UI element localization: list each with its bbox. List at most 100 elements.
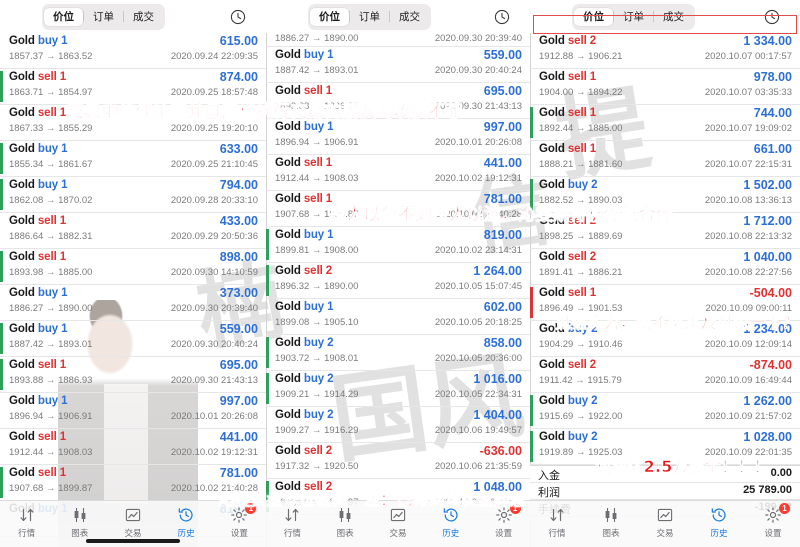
tab-deals[interactable]: 成交 [663,10,684,23]
table-row[interactable]: Gold sell 1 433.00 1886.64 → 1882.31 2020… [0,213,266,249]
table-row[interactable]: Gold sell 1 898.00 1893.98 → 1885.00 2020… [0,249,266,285]
table-row[interactable]: Gold buy 2 1 262.00 1915.69 → 1922.00 202… [530,393,800,429]
tab-price[interactable]: 价位 [574,7,613,26]
table-row[interactable]: Gold sell 1 441.00 1912.44 → 1908.03 2020… [266,155,530,191]
row-profit: 441.00 [219,430,258,444]
clock-icon[interactable] [230,9,246,25]
tab-price[interactable]: 价位 [44,7,83,26]
row-indicator-bar [0,467,3,498]
row-prices: 1886.64 → 1882.31 [9,231,93,242]
table-row[interactable]: Gold sell 2 -636.00 1917.32 → 1920.50 202… [266,443,530,479]
row-prices: 1919.89 → 1925.03 [539,447,623,458]
table-row[interactable]: Gold sell 1 695.00 1893.88 → 1886.93 2020… [0,357,266,393]
table-row[interactable]: Gold sell 1 781.00 1907.68 → 1899.87 2020… [266,191,530,227]
row-prices: 1917.32 → 1920.50 [275,461,359,472]
nav-item-历史[interactable]: 历史 [425,505,477,539]
table-row[interactable]: Gold buy 2 1 234.00 1904.29 → 1910.46 202… [530,321,800,357]
table-row[interactable]: Gold sell 1 781.00 1907.68 → 1899.87 2020… [0,465,266,501]
table-row[interactable]: Gold buy 2 858.00 1903.72 → 1908.01 2020.… [266,335,530,371]
table-row[interactable]: Gold sell 1 661.00 1888.21 → 1881.60 2020… [530,141,800,177]
nav-item-图表[interactable]: 图表 [54,505,106,539]
summary-row: 利润 25 789.00 [530,483,800,500]
nav-item-label: 设置 [764,528,782,538]
bottom-nav-1[interactable]: 行情 图表 交易 历史 设置 1 [0,500,266,547]
nav-item-交易[interactable]: 交易 [372,505,424,539]
clock-icon[interactable] [764,9,780,25]
bottom-nav-3[interactable]: 行情 图表 交易 历史 设置 1 [530,500,800,547]
table-row[interactable]: Gold buy 2 1 502.00 1882.52 → 1890.03 202… [530,177,800,213]
notification-badge: 1 [245,503,257,514]
nav-item-行情[interactable]: 行情 [266,505,318,539]
gear-icon [747,505,799,525]
deal-list-1[interactable]: Gold buy 1 615.00 1857.37 → 1863.52 2020.… [0,33,266,537]
nav-item-行情[interactable]: 行情 [1,505,53,539]
row-timestamp: 2020.10.07 03:35:33 [704,87,792,98]
table-row[interactable]: Gold sell 2 -874.00 1911.42 → 1915.79 202… [530,357,800,393]
table-row[interactable]: Gold buy 1 997.00 1896.94 → 1906.91 2020.… [266,119,530,155]
nav-item-设置[interactable]: 设置 1 [478,503,530,539]
nav-item-历史[interactable]: 历史 [693,505,745,539]
row-prices: 1862.08 → 1870.02 [9,195,93,206]
segmented-control[interactable]: 价位 订单 成交 [42,3,165,30]
row-prices: 1855.34 → 1861.67 [9,159,93,170]
deal-list-2[interactable]: Gold buy 1 559.00 1887.42 → 1893.01 2020.… [266,47,530,515]
bottom-nav-2[interactable]: 行情 图表 交易 历史 设置 1 [266,500,530,547]
nav-item-历史[interactable]: 历史 [160,505,212,539]
nav-item-设置[interactable]: 设置 1 [747,503,799,539]
segmented-control[interactable]: 价位 订单 成交 [308,3,431,30]
table-row[interactable]: Gold buy 2 1 016.00 1909.21 → 1914.29 202… [266,371,530,407]
table-row[interactable]: Gold sell 1 874.00 1863.71 → 1854.97 2020… [0,69,266,105]
table-row[interactable]: Gold sell 2 1 264.00 1896.32 → 1890.00 20… [266,263,530,299]
row-indicator-bar [0,35,3,66]
tab-price[interactable]: 价位 [310,7,349,26]
row-profit: 602.00 [483,300,522,314]
table-row[interactable]: Gold sell 1 695.00 1893.88 → 1886.93 2020… [266,83,530,119]
tab-orders[interactable]: 订单 [93,10,114,23]
row-prices: 1907.68 → 1899.87 [275,209,359,220]
table-row[interactable]: Gold sell 1 978.00 1904.00 → 1894.22 2020… [530,69,800,105]
table-row[interactable]: Gold buy 1 615.00 1857.37 → 1863.52 2020.… [0,33,266,69]
nav-item-设置[interactable]: 设置 1 [213,503,265,539]
nav-item-行情[interactable]: 行情 [531,505,583,539]
table-row[interactable]: Gold sell 2 1 040.00 1891.41 → 1886.21 20… [530,249,800,285]
table-row[interactable]: Gold buy 1 602.00 1899.08 → 1905.10 2020.… [266,299,530,335]
nav-item-图表[interactable]: 图表 [319,505,371,539]
row-prices: 1899.08 → 1905.10 [275,317,359,328]
table-row[interactable]: Gold sell 2 1 334.00 1912.88 → 1906.21 20… [530,33,800,69]
nav-item-label: 交易 [656,528,674,538]
tab-orders[interactable]: 订单 [623,10,644,23]
nav-item-交易[interactable]: 交易 [107,505,159,539]
table-row[interactable]: Gold buy 2 1 404.00 1909.27 → 1916.29 202… [266,407,530,443]
candlestick-icon [54,505,106,525]
nav-item-图表[interactable]: 图表 [585,505,637,539]
table-row[interactable]: Gold sell 1 744.00 1892.44 → 1885.00 2020… [530,105,800,141]
table-row[interactable]: Gold buy 2 1 028.00 1919.89 → 1925.03 202… [530,429,800,465]
row-profit: 433.00 [219,214,258,228]
table-row[interactable]: Gold sell 1 -504.00 1896.49 → 1901.53 202… [530,285,800,321]
table-row[interactable]: Gold sell 2 1 712.00 1898.25 → 1889.69 20… [530,213,800,249]
nav-item-交易[interactable]: 交易 [639,505,691,539]
chart-box-icon [372,505,424,525]
tab-deals[interactable]: 成交 [133,10,154,23]
table-row[interactable]: Gold buy 1 373.00 1886.27 → 1890.00 2020.… [0,285,266,321]
deal-list-3[interactable]: Gold sell 2 1 334.00 1912.88 → 1906.21 20… [530,33,800,465]
row-symbol: Gold buy 2 [275,337,334,349]
table-row[interactable]: Gold buy 1 794.00 1862.08 → 1870.02 2020.… [0,177,266,213]
row-timestamp: 2020.10.08 22:27:56 [704,267,792,278]
table-row[interactable]: Gold sell 1 1867.33 → 1855.29 2020.09.25 … [0,105,266,141]
row-prices: 1904.00 → 1894.22 [539,87,623,98]
table-row[interactable]: Gold sell 1 441.00 1912.44 → 1908.03 2020… [0,429,266,465]
tab-orders[interactable]: 订单 [359,10,380,23]
segmented-control[interactable]: 价位 订单 成交 [572,3,695,30]
table-row[interactable]: Gold buy 1 559.00 1887.42 → 1893.01 2020.… [266,47,530,83]
row-timestamp: 2020.10.02 19:12:31 [434,173,522,184]
table-row[interactable]: Gold buy 1 997.00 1896.94 → 1906.91 2020.… [0,393,266,429]
table-row[interactable]: Gold buy 1 559.00 1887.42 → 1893.01 2020.… [0,321,266,357]
clock-icon[interactable] [494,9,510,25]
table-row[interactable]: Gold buy 1 819.00 1899.81 → 1908.00 2020.… [266,227,530,263]
row-prices: 1912.44 → 1908.03 [275,173,359,184]
row-symbol: Gold sell 1 [539,143,597,155]
tab-deals[interactable]: 成交 [399,10,420,23]
nav-item-label: 历史 [710,528,728,538]
table-row[interactable]: Gold buy 1 633.00 1855.34 → 1861.67 2020.… [0,141,266,177]
